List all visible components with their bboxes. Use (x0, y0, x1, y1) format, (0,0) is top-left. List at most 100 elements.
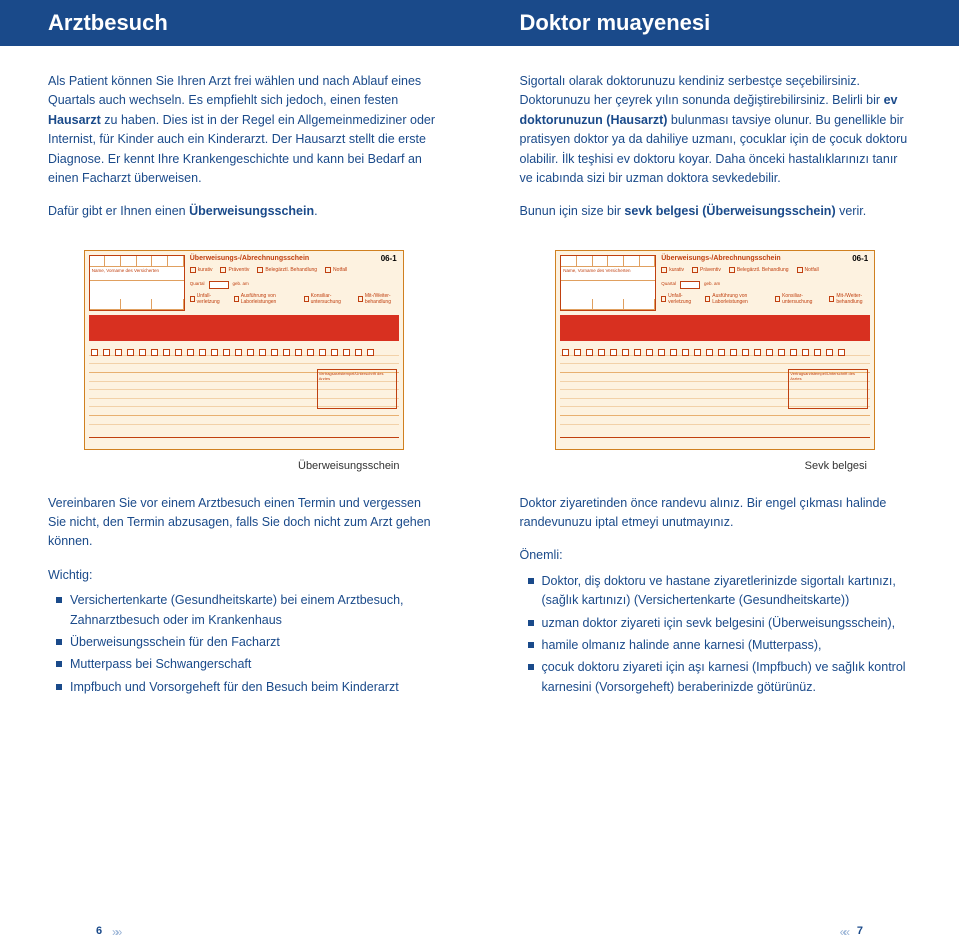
right-para-1: Sigortalı olarak doktorunuzu kendiniz se… (520, 72, 912, 188)
left-column: Als Patient können Sie Ihren Arzt frei w… (0, 72, 480, 951)
text: Bunun için size bir (520, 204, 625, 218)
text: Dafür gibt er Ihnen einen (48, 204, 189, 218)
grid-boxes (89, 349, 399, 356)
text: Sigortalı olarak doktorunuzu kendiniz se… (520, 74, 884, 107)
bold-text: aşı karnesi (Impfbuch) (688, 660, 812, 674)
geb-label: geb. am (704, 281, 720, 289)
red-strip (89, 315, 399, 341)
grid-boxes (560, 349, 870, 356)
red-strip (560, 315, 870, 341)
geb-label: geb. am (233, 281, 249, 289)
page-body: Als Patient können Sie Ihren Arzt frei w… (0, 72, 959, 951)
list-item: çocuk doktoru ziyareti için aşı karnesi … (520, 658, 912, 697)
form-footer (89, 437, 399, 445)
bold-text: anne karnesi (Mutterpass) (673, 638, 818, 652)
text: Als Patient können Sie Ihren Arzt frei w… (48, 74, 421, 107)
text: und (121, 680, 149, 694)
referral-form-figure-right: Überweisungs-/Abrechnungsschein 06-1 Nam… (520, 250, 912, 472)
lower-left-p1: Vereinbaren Sie vor einem Arztbesuch ein… (48, 494, 440, 552)
list-item: Versichertenkarte (Gesundheitskarte) bei… (48, 591, 440, 630)
grid-area: Vertragsarztstempel/Unterschrift des Arz… (89, 347, 399, 425)
text: , (892, 616, 895, 630)
check-praeventiv: Präventiv (228, 267, 249, 273)
field-mitw: Mit-/Weiter-behandlung (365, 293, 403, 305)
text: uzman doktor ziyareti için (542, 616, 687, 630)
text: , (818, 638, 821, 652)
text: ve (812, 660, 832, 674)
lower-right: Doktor ziyaretinden önce randevu alınız.… (520, 494, 912, 697)
bold-text: Versichertenkarte (Gesundheitskarte) (70, 593, 277, 607)
field-labor: Ausführung von Laborleistungen (712, 293, 765, 305)
text: zu haben. Dies ist in der Regel ein Allg… (48, 113, 435, 185)
right-column: Sigortalı olarak doktorunuzu kendiniz se… (480, 72, 959, 951)
fields-row: Unfall-verletzung Ausführung von Laborle… (661, 293, 874, 305)
field-mitw: Mit-/Weiter-behandlung (836, 293, 874, 305)
check-row: kurativ Präventiv Belegärztl. Behandlung… (190, 267, 347, 273)
check-kurativ: kurativ (198, 267, 213, 273)
form-title: Überweisungs-/Abrechnungsschein (190, 255, 309, 262)
fields-row: Unfall-verletzung Ausführung von Laborle… (190, 293, 403, 305)
check-kurativ: kurativ (669, 267, 684, 273)
title-left: Arztbesuch (0, 0, 480, 46)
insured-name-label: Name, Vorname des Versicherten (90, 267, 184, 281)
referral-form-figure-left: Überweisungs-/Abrechnungsschein 06-1 Nam… (48, 250, 440, 472)
form-code: 06-1 (852, 254, 868, 263)
wichtig-label: Wichtig: (48, 568, 92, 582)
insured-name-label: Name, Vorname des Versicherten (561, 267, 655, 281)
lower-right-p1: Doktor ziyaretinden önce randevu alınız.… (520, 494, 912, 533)
text: çocuk doktoru ziyareti için (542, 660, 689, 674)
check-notfall: Notfall (805, 267, 819, 273)
text: verir. (836, 204, 867, 218)
bold-text: sevk belgesini (Überweisungsschein) (686, 616, 892, 630)
right-para-2: Bunun için size bir sevk belgesi (Überwe… (520, 202, 912, 221)
page-number-right: 7 (857, 925, 863, 937)
check-row: kurativ Präventiv Belegärztl. Behandlung… (661, 267, 818, 273)
lower-right-heading: Önemli: (520, 546, 912, 565)
check-praeventiv: Präventiv (700, 267, 721, 273)
chevron-left-icon: «« (840, 925, 847, 939)
form-footer (560, 437, 870, 445)
quarter-row: Quartal geb. am (190, 281, 249, 289)
left-para-2: Dafür gibt er Ihnen einen Überweisungssc… (48, 202, 440, 221)
list-item: hamile olmanız halinde anne karnesi (Mut… (520, 636, 912, 655)
field-konsil: Konsiliar-untersuchung (311, 293, 348, 305)
lower-right-list: Doktor, diş doktoru ve hastane ziyaretle… (520, 572, 912, 697)
grid-area: Vertragsarztstempel/Unterschrift des Arz… (560, 347, 870, 425)
list-item: Doktor, diş doktoru ve hastane ziyaretle… (520, 572, 912, 611)
text: für den Facharzt (185, 635, 280, 649)
caption-right: Sevk belgesi (520, 460, 912, 472)
text: bei Schwangerschaft (132, 657, 252, 671)
text: hamile olmanız halinde (542, 638, 673, 652)
lower-left: Vereinbaren Sie vor einem Arztbesuch ein… (48, 494, 440, 697)
field-unfall: Unfall-verletzung (197, 293, 224, 305)
lower-left-heading: Wichtig: (48, 566, 440, 585)
referral-form: Überweisungs-/Abrechnungsschein 06-1 Nam… (84, 250, 404, 450)
check-beleg: Belegärztl. Behandlung (265, 267, 317, 273)
text: beraberinizde götürünüz. (674, 680, 816, 694)
caption-left: Überweisungsschein (48, 460, 440, 472)
stamp-box: Vertragsarztstempel/Unterschrift des Arz… (317, 369, 397, 409)
bold-text: Mutterpass (70, 657, 132, 671)
text: für den Besuch beim Kinderarzt (220, 680, 399, 694)
bold-text: Überweisungsschein (70, 635, 185, 649)
chevron-right-icon: »» (112, 925, 119, 939)
quarter-row: Quartal geb. am (661, 281, 720, 289)
title-right: Doktor muayenesi (480, 0, 959, 46)
check-beleg: Belegärztl. Behandlung (737, 267, 789, 273)
insurance-block: Name, Vorname des Versicherten (560, 255, 656, 311)
list-item: Impfbuch und Vorsorgeheft für den Besuch… (48, 678, 440, 697)
referral-form: Überweisungs-/Abrechnungsschein 06-1 Nam… (555, 250, 875, 450)
field-unfall: Unfall-verletzung (668, 293, 695, 305)
bold-text: Überweisungsschein (189, 204, 314, 218)
stamp-box: Vertragsarztstempel/Unterschrift des Arz… (788, 369, 868, 409)
onemli-label: Önemli: (520, 548, 563, 562)
bold-text: Vorsorgeheft (149, 680, 220, 694)
text: Doktor, diş doktoru ve hastane ziyaretle… (542, 574, 801, 588)
form-code: 06-1 (381, 254, 397, 263)
form-title: Überweisungs-/Abrechnungsschein (661, 255, 780, 262)
lower-left-list: Versichertenkarte (Gesundheitskarte) bei… (48, 591, 440, 697)
insurance-block: Name, Vorname des Versicherten (89, 255, 185, 311)
check-notfall: Notfall (333, 267, 347, 273)
bold-text: Impfbuch (70, 680, 121, 694)
list-item: Mutterpass bei Schwangerschaft (48, 655, 440, 674)
